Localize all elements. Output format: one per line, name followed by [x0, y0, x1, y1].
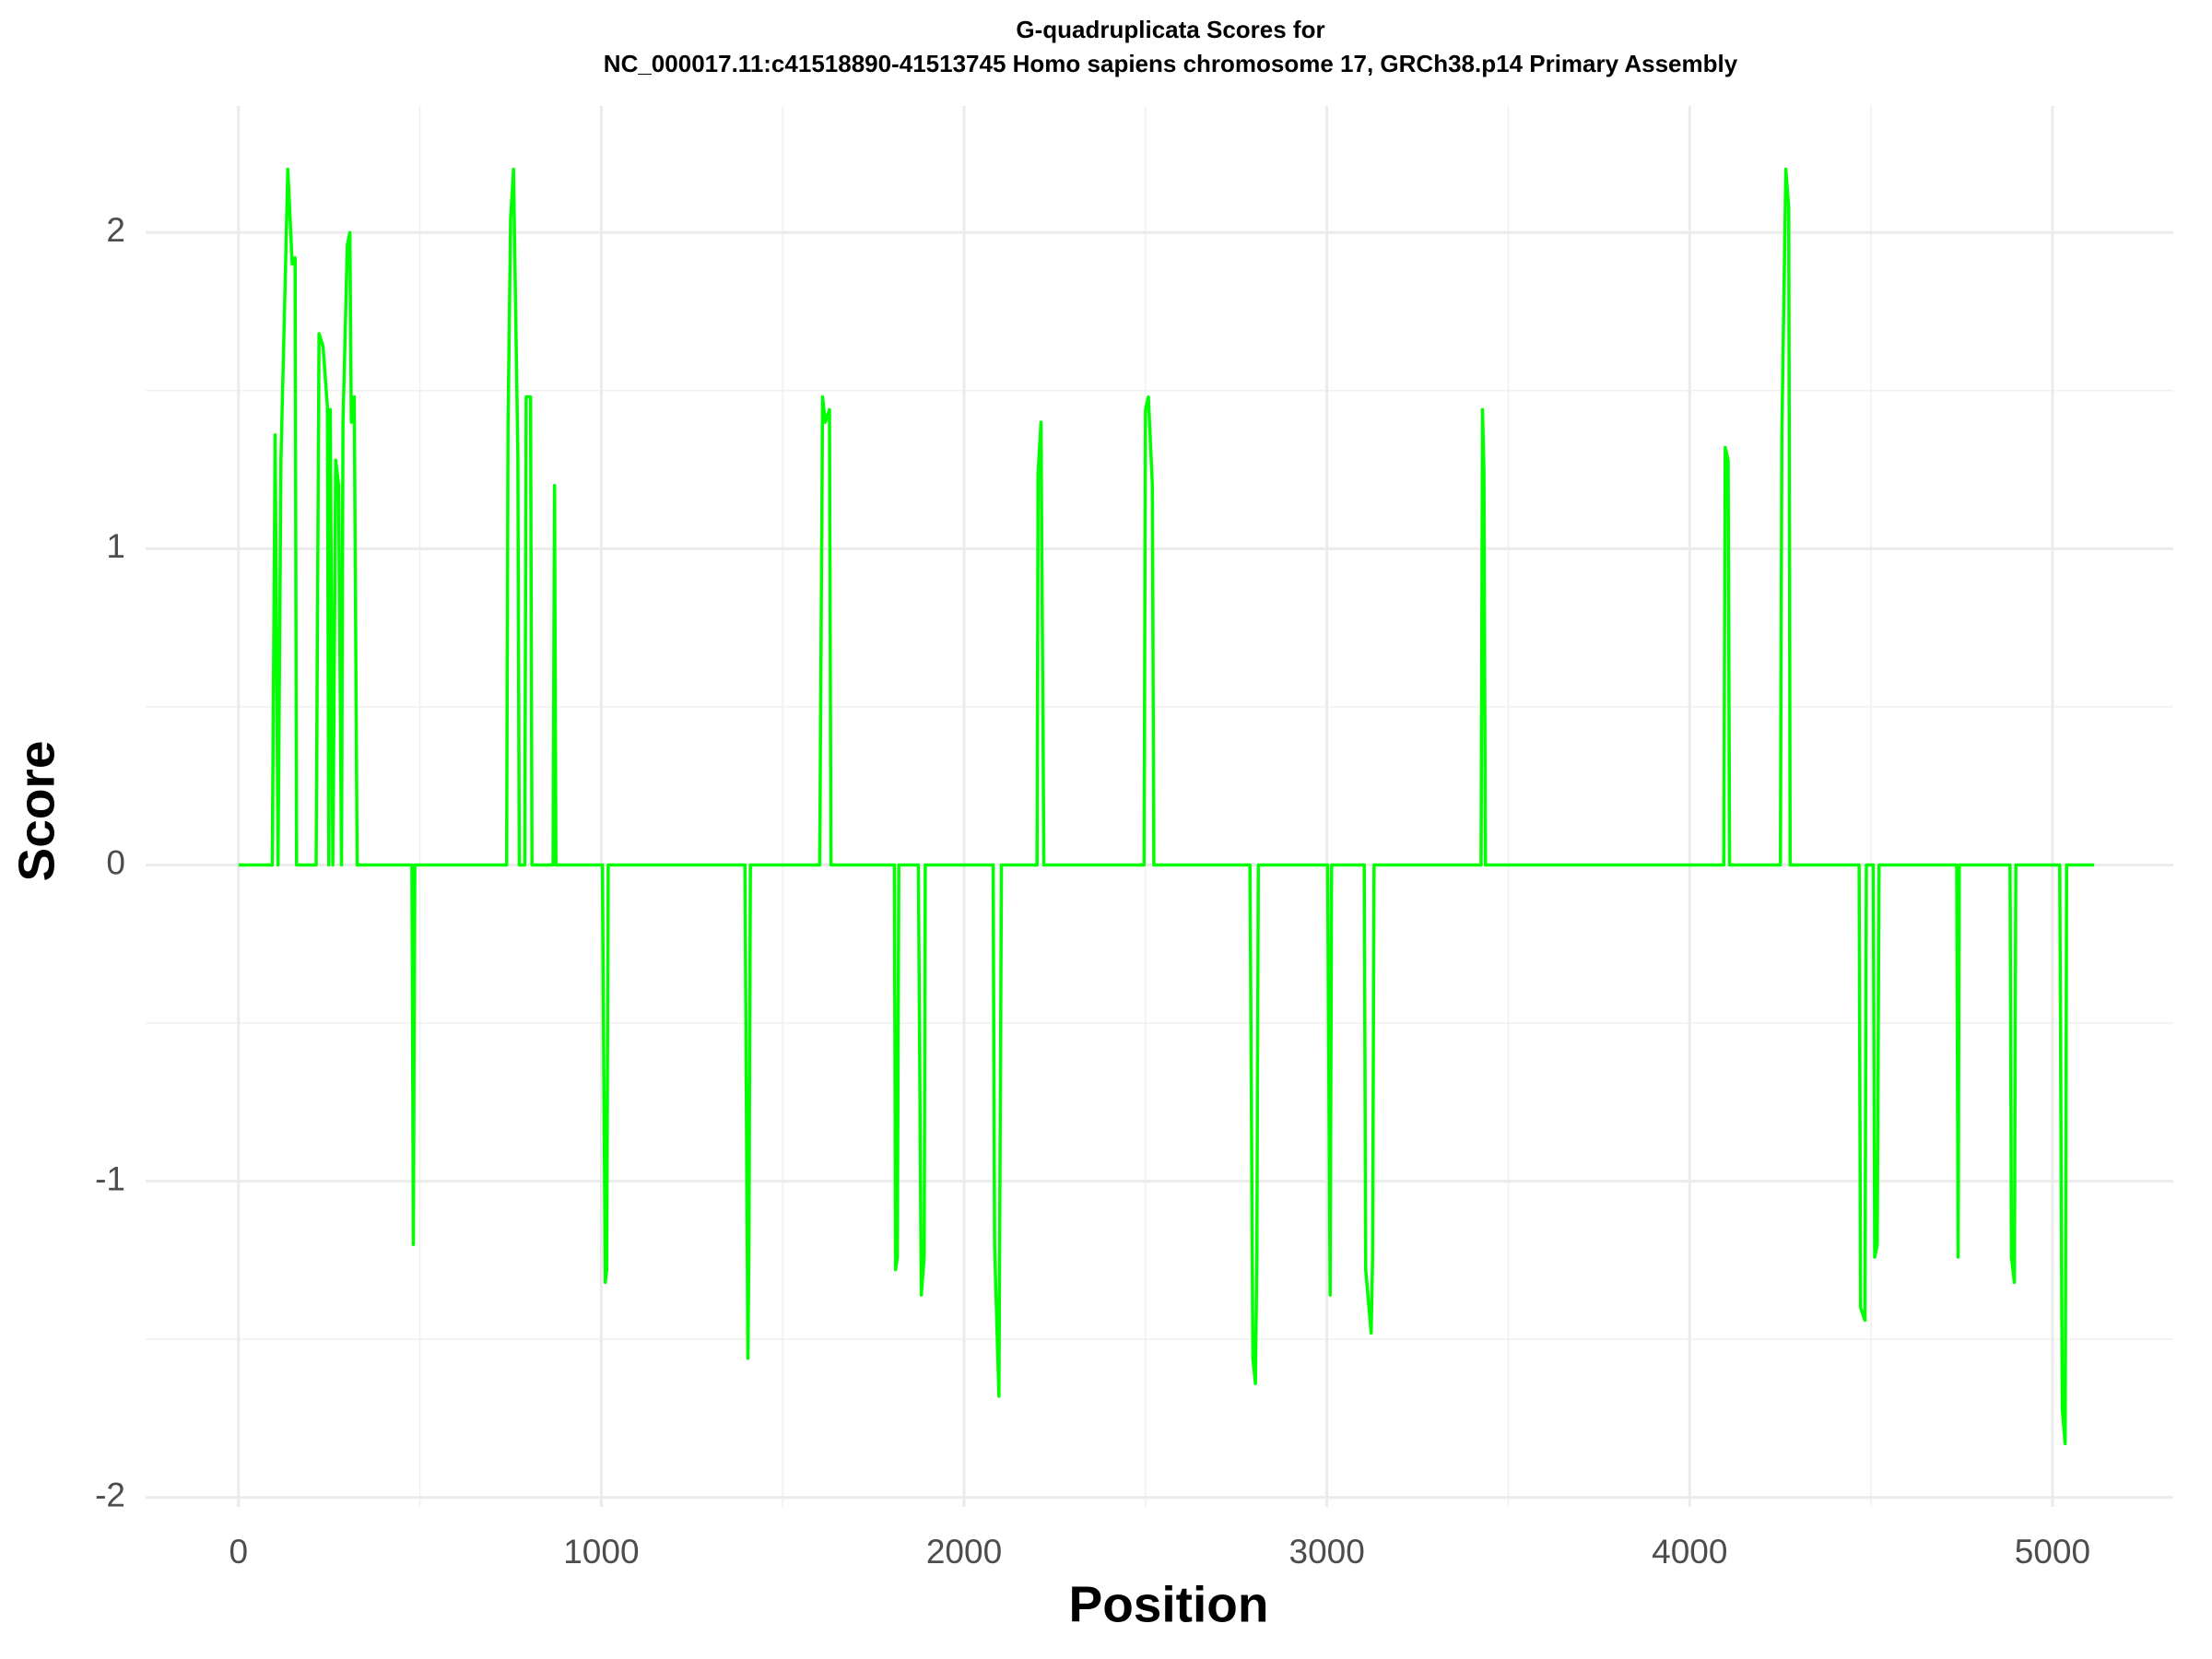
x-tick-label: 0 [229, 1533, 248, 1571]
y-tick-label: -2 [95, 1476, 125, 1513]
chart-title: NC_000017.11:c41518890-41513745 Homo sap… [604, 50, 1738, 77]
x-tick-label: 4000 [1652, 1533, 1727, 1571]
chart-title: G-quadruplicata Scores for [1016, 16, 1324, 43]
y-tick-label: 2 [106, 211, 125, 249]
data-line [238, 167, 2095, 1446]
x-tick-label: 5000 [2015, 1533, 2090, 1571]
x-tick-label: 1000 [563, 1533, 639, 1571]
y-axis-title: Score [8, 741, 65, 882]
y-tick-label: 1 [106, 527, 125, 565]
x-tick-label: 3000 [1289, 1533, 1365, 1571]
y-tick-label: -1 [95, 1159, 125, 1197]
x-tick-label: 2000 [926, 1533, 1002, 1571]
grid [146, 106, 2173, 1507]
x-axis-title: Position [1069, 1576, 1269, 1633]
y-tick-label: 0 [106, 843, 125, 881]
